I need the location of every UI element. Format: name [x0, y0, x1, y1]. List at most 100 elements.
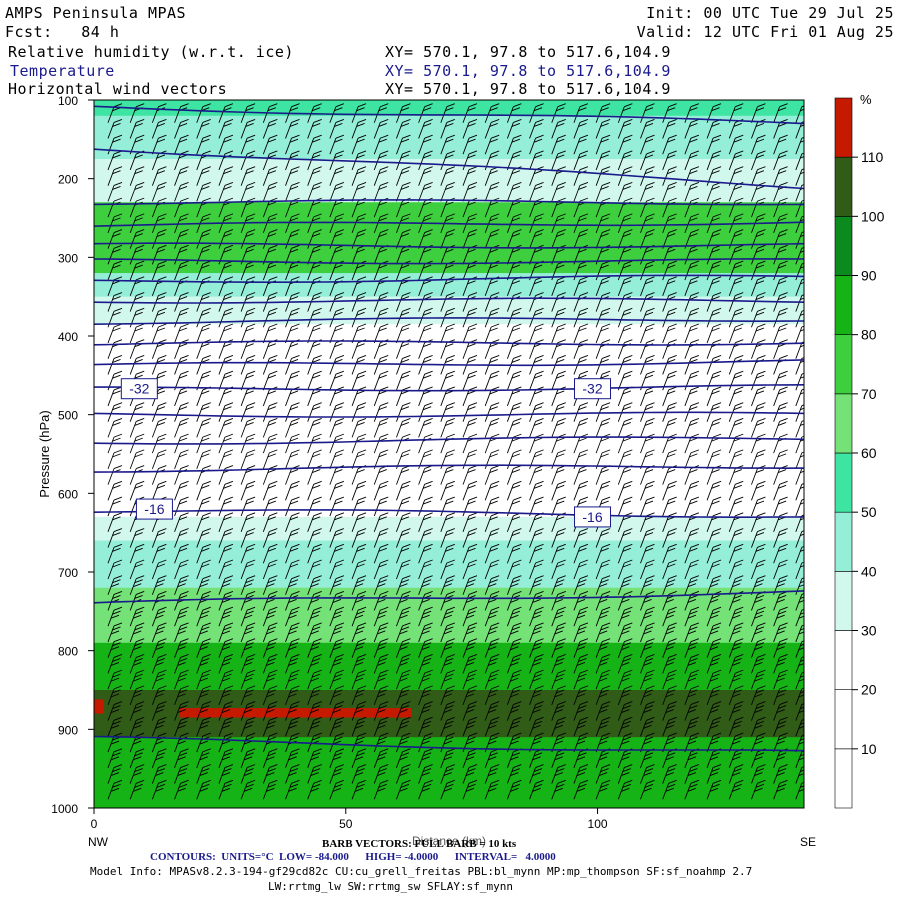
wind-barb	[107, 496, 123, 517]
isotherm	[94, 436, 804, 445]
wind-barb	[218, 119, 234, 139]
wind-barb	[285, 622, 300, 643]
wind-barb	[351, 575, 367, 595]
wind-barb	[640, 779, 655, 800]
wind-barb	[795, 309, 804, 328]
wind-barb	[396, 606, 411, 627]
wind-barb	[151, 244, 167, 265]
wind-barb	[506, 119, 522, 139]
wind-barb	[218, 449, 234, 470]
contour-label: -32	[120, 378, 158, 400]
wind-barb	[706, 307, 722, 328]
wind-barb	[418, 307, 433, 328]
plot-frame	[93, 99, 805, 809]
wind-barb	[706, 622, 722, 643]
wind-barb	[617, 229, 633, 249]
wind-barb	[773, 229, 788, 249]
wind-barb	[151, 748, 167, 768]
wind-barb	[551, 103, 566, 123]
wind-barb	[196, 764, 211, 784]
wind-barb	[462, 150, 478, 171]
wind-barb	[773, 638, 788, 658]
wind-barb	[218, 606, 234, 627]
wind-barb	[418, 370, 433, 391]
y-tick-label: 800	[58, 645, 78, 659]
wind-barb	[595, 417, 611, 438]
wind-barb	[684, 779, 700, 800]
wind-barb	[262, 480, 278, 501]
wind-barb	[551, 779, 566, 800]
wind-barb	[484, 355, 500, 375]
x-end-label-right: SE	[800, 835, 816, 849]
wind-barb	[551, 685, 566, 706]
wind-barb	[506, 355, 522, 375]
wind-barb	[706, 606, 722, 627]
wind-barb	[662, 417, 677, 438]
wind-barb	[262, 417, 278, 438]
wind-barb	[617, 669, 633, 690]
colorbar-segment	[834, 275, 853, 335]
wind-barb	[262, 370, 278, 391]
wind-barb	[151, 622, 167, 643]
wind-barb	[240, 417, 256, 438]
wind-barb	[262, 103, 278, 123]
wind-barb	[684, 559, 700, 580]
wind-barb	[262, 543, 278, 564]
wind-barb	[573, 575, 589, 595]
colorbar-segment	[834, 511, 853, 572]
wind-barb	[174, 402, 189, 422]
wind-barb	[484, 386, 500, 407]
wind-barb	[551, 575, 566, 595]
wind-barb	[107, 229, 123, 249]
wind-barb	[151, 449, 167, 470]
wind-barb	[218, 134, 234, 155]
wind-barb	[684, 370, 700, 391]
isotherm	[94, 735, 804, 752]
wind-barb	[218, 732, 234, 753]
wind-barb	[617, 575, 633, 595]
wind-barb	[307, 229, 322, 249]
wind-barb	[795, 530, 804, 548]
wind-barb	[240, 622, 256, 643]
wind-barb	[728, 417, 744, 438]
wind-barb	[396, 402, 411, 422]
wind-barb	[662, 669, 677, 690]
wind-barb	[174, 449, 189, 470]
wind-barb	[684, 323, 700, 344]
wind-barb	[484, 134, 500, 155]
wind-barb	[573, 685, 589, 706]
wind-barb	[240, 779, 256, 800]
x-end-label-left: NW	[88, 835, 109, 849]
wind-barb	[418, 166, 433, 186]
colorbar-segment	[834, 334, 853, 395]
wind-barb	[396, 638, 411, 658]
wind-barb	[617, 166, 633, 186]
wind-barb	[773, 166, 788, 186]
wind-barb	[551, 119, 566, 139]
wind-barb	[196, 559, 211, 580]
colorbar-tick-label: 20	[861, 682, 877, 698]
contour-labels: -32 -32 -16 -16	[120, 378, 612, 528]
wind-barb	[307, 417, 322, 438]
wind-barb	[484, 449, 500, 470]
wind-barb	[307, 748, 322, 768]
wind-barb	[462, 575, 478, 595]
wind-barb	[440, 701, 455, 721]
wind-barb	[262, 701, 278, 721]
wind-barb	[129, 779, 145, 800]
wind-barb	[751, 638, 766, 658]
wind-barb	[240, 716, 256, 737]
wind-barb	[351, 166, 367, 186]
wind-barb	[151, 575, 167, 595]
wind-barb	[751, 229, 766, 249]
wind-barb	[107, 764, 123, 784]
wind-barb	[440, 119, 455, 139]
contour-label: -16	[135, 498, 173, 520]
wind-barb	[396, 166, 411, 186]
wind-barb	[418, 150, 433, 171]
wind-barb	[373, 528, 389, 548]
wind-barb	[462, 685, 478, 706]
wind-barb	[706, 543, 722, 564]
wind-barb	[307, 213, 322, 234]
wind-barb	[706, 779, 722, 800]
